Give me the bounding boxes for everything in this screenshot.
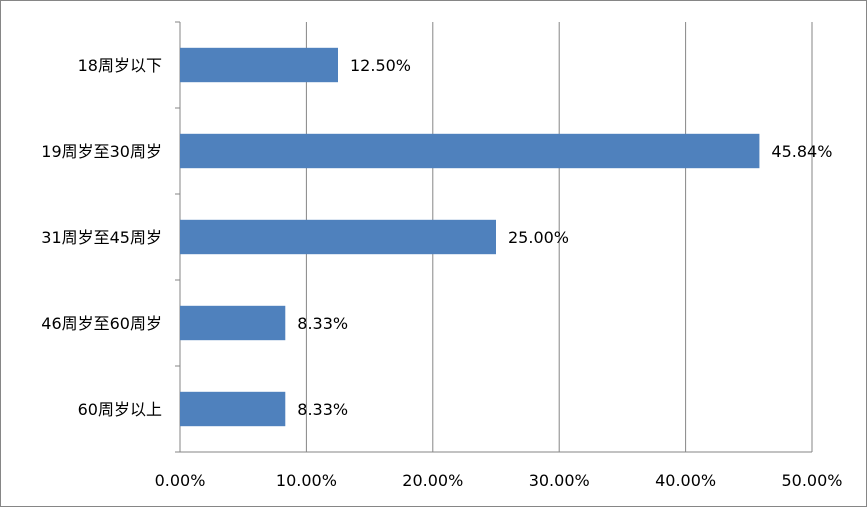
- data-label: 8.33%: [297, 314, 348, 333]
- labels: 0.00% 10.00% 20.00% 30.00% 40.00% 50.00% 18周岁以…: [41, 56, 842, 490]
- category-label: 19周岁至30周岁: [41, 142, 162, 161]
- data-label: 25.00%: [508, 228, 569, 247]
- category-label: 31周岁至45周岁: [41, 228, 162, 247]
- x-tick-label: 20.00%: [402, 471, 463, 490]
- x-tick-label: 0.00%: [155, 471, 206, 490]
- data-label: 8.33%: [297, 400, 348, 419]
- bar: [180, 305, 286, 341]
- bar: [180, 133, 760, 169]
- category-label: 60周岁以上: [78, 400, 162, 419]
- category-label: 18周岁以下: [78, 56, 162, 75]
- data-label: 12.50%: [350, 56, 411, 75]
- x-tick-label: 30.00%: [529, 471, 590, 490]
- category-label: 46周岁至60周岁: [41, 314, 162, 333]
- bar: [180, 47, 338, 83]
- bar: [180, 219, 496, 255]
- bar: [180, 391, 286, 427]
- x-tick-label: 50.00%: [781, 471, 842, 490]
- bars: [180, 47, 760, 427]
- data-label: 45.84%: [771, 142, 832, 161]
- x-tick-label: 10.00%: [276, 471, 337, 490]
- x-tick-label: 40.00%: [655, 471, 716, 490]
